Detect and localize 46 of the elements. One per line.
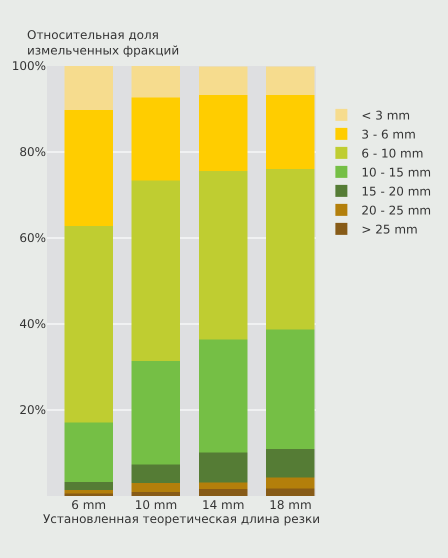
bar [132, 97, 180, 180]
bar [64, 493, 113, 496]
bar [132, 483, 180, 492]
bar [64, 66, 113, 110]
bar [198, 170, 248, 340]
y-tick-label: 80% [19, 145, 46, 160]
bar [266, 330, 315, 450]
legend-label: 6 - 10 mm [361, 146, 424, 161]
bar [198, 452, 248, 483]
bar [266, 168, 315, 330]
y-tick-label: 20% [19, 403, 46, 418]
bar [266, 478, 315, 488]
y-axis-title: Относительная доля измельченных фракций [27, 28, 180, 58]
y-tick-label: 100% [12, 59, 46, 74]
bar [64, 482, 113, 490]
x-tick-label: 18 mm [269, 498, 312, 512]
bar [132, 66, 180, 98]
legend-label: > 25 mm [361, 222, 418, 237]
bar [64, 422, 113, 482]
bar [198, 482, 248, 490]
x-tick-label: 6 mm [71, 498, 106, 512]
bar [266, 95, 315, 169]
bar [266, 488, 315, 496]
y-tick-label: 60% [19, 231, 46, 246]
legend-label: 20 - 25 mm [361, 204, 432, 218]
bar [266, 66, 315, 96]
bar [132, 360, 180, 465]
bar [198, 66, 248, 96]
bar [64, 226, 113, 422]
bar [132, 492, 180, 496]
bar [132, 464, 180, 484]
legend-label: < 3 mm [361, 108, 410, 123]
y-tick-label: 40% [19, 317, 46, 332]
legend-label: 10 - 15 mm [361, 166, 432, 180]
bar [64, 490, 113, 494]
legend-label: 3 - 6 mm [361, 128, 416, 142]
bar [132, 180, 180, 361]
x-tick-label: 10 mm [134, 498, 178, 512]
x-axis-title: Установленная теоретическая длина резки [42, 512, 320, 526]
bar [198, 489, 248, 496]
legend-label: 15 - 20 mm [361, 184, 432, 199]
bar [198, 95, 248, 171]
bar [266, 449, 315, 478]
bar [64, 110, 113, 226]
bar [198, 339, 248, 453]
x-tick-label: 14 mm [202, 498, 244, 512]
